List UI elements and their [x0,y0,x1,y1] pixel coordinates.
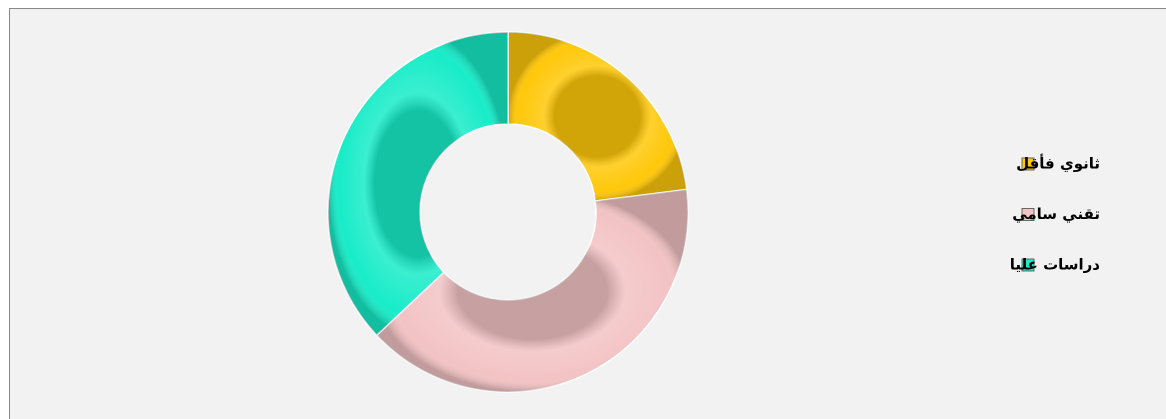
legend-label: تقني سامي [1012,205,1100,223]
legend-label: دراسات عليا [1010,256,1101,274]
legend-label: ثانوي فأقل [1016,154,1100,174]
legend-swatch [1021,208,1035,221]
legend-swatch [1021,258,1035,272]
legend-swatch [1021,157,1035,171]
